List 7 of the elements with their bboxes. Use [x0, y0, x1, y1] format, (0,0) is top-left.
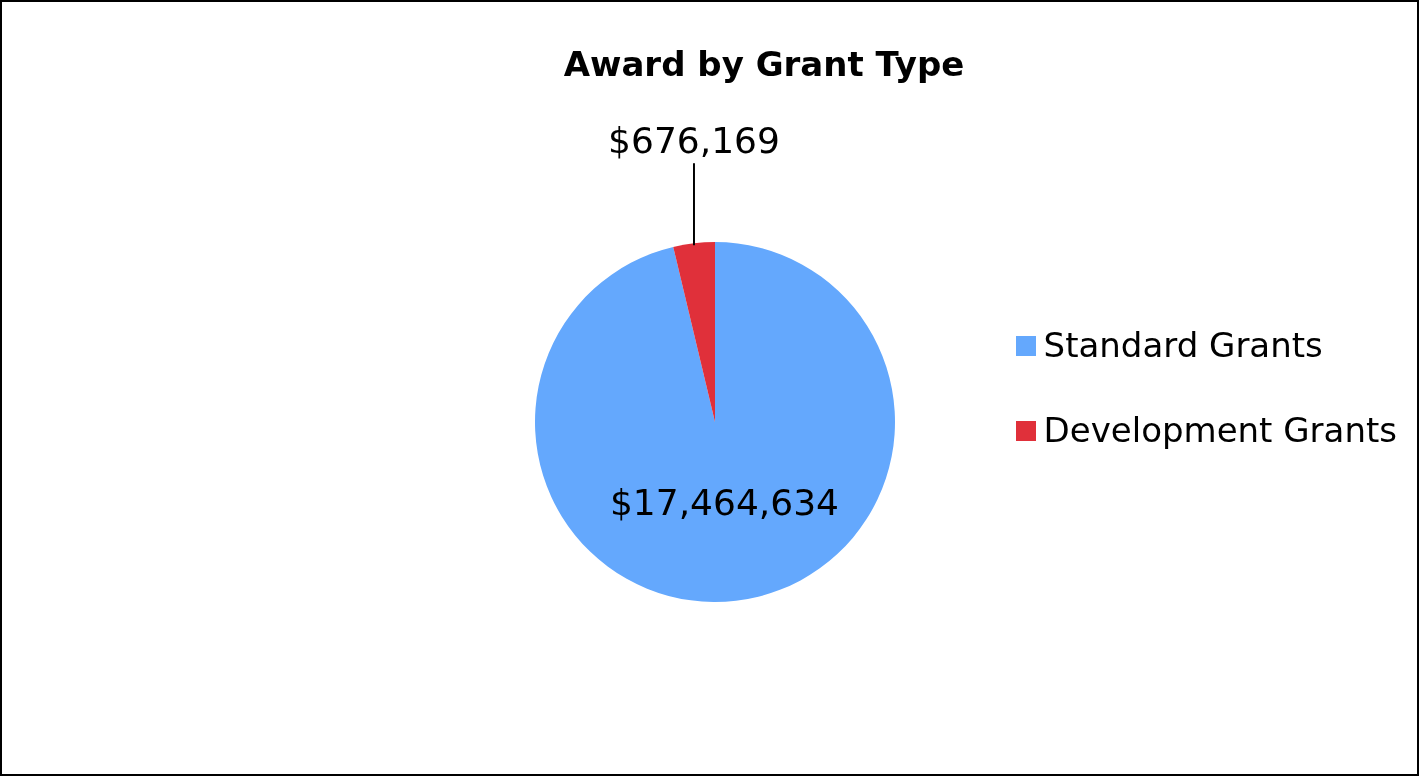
data-label: $676,169 [608, 120, 780, 162]
chart-title: Award by Grant Type [563, 44, 965, 84]
data-label: $17,464,634 [609, 481, 839, 523]
legend-label: Development Grants [1043, 409, 1397, 452]
pie-slice [673, 242, 715, 422]
legend-label: Standard Grants [1043, 324, 1323, 367]
pie-slice [535, 242, 895, 602]
